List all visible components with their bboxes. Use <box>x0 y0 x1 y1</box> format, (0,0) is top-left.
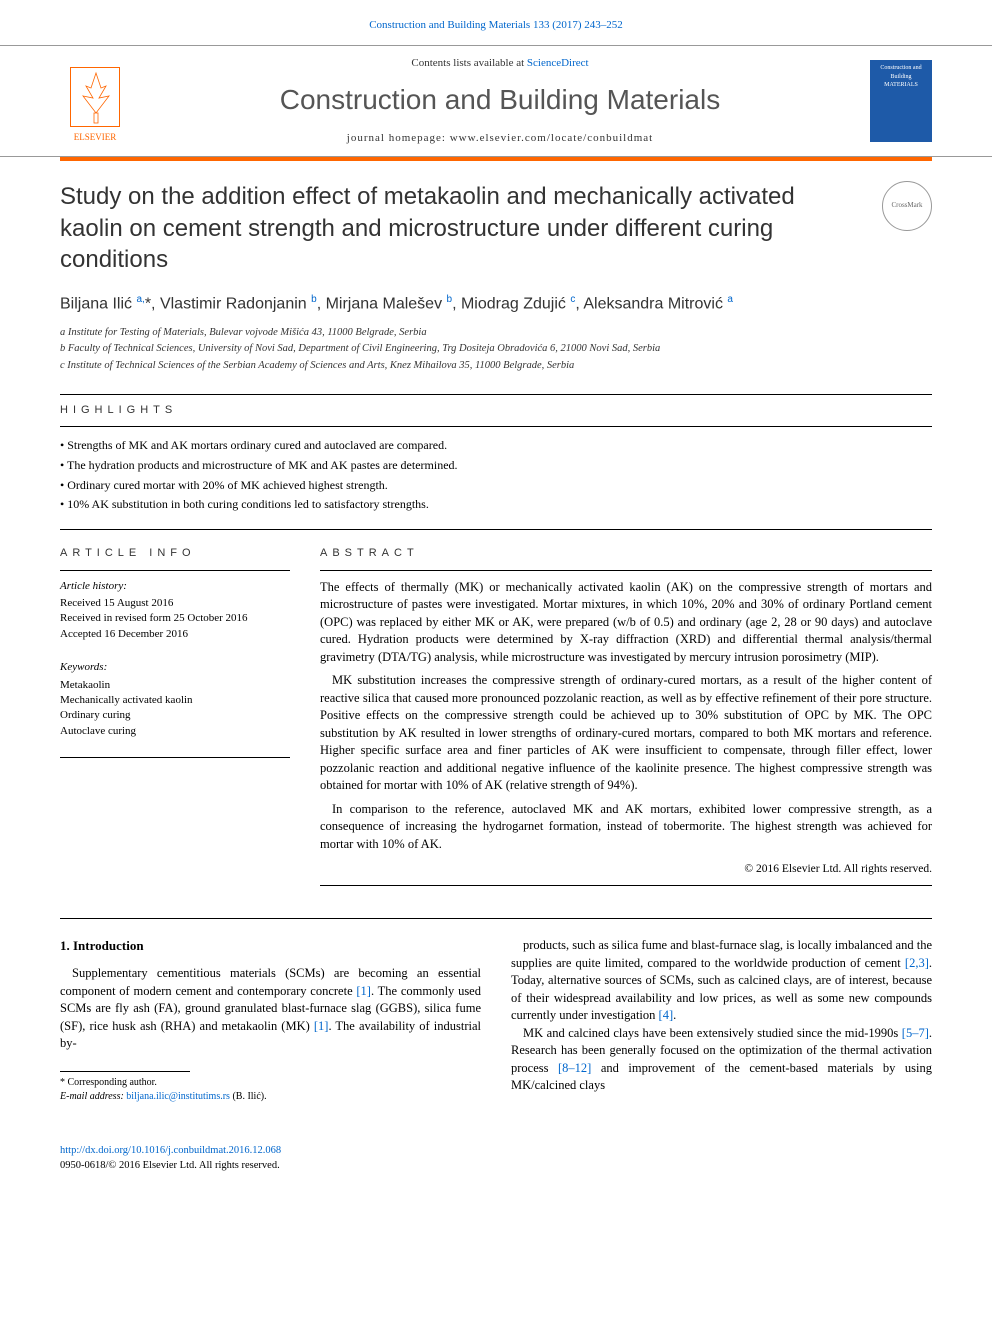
intro-paragraph: products, such as silica fume and blast-… <box>511 937 932 1025</box>
email-suffix: (B. Ilić). <box>230 1091 267 1102</box>
article-title: Study on the addition effect of metakaol… <box>60 181 862 275</box>
publisher-name: ELSEVIER <box>74 131 117 144</box>
highlight-item: Strengths of MK and AK mortars ordinary … <box>60 437 932 454</box>
intro-right-column: products, such as silica fume and blast-… <box>511 937 932 1104</box>
contents-available: Contents lists available at ScienceDirec… <box>150 56 850 71</box>
crossmark-badge[interactable]: CrossMark <box>882 181 932 231</box>
article-info-heading: article info <box>60 546 290 561</box>
title-row: Study on the addition effect of metakaol… <box>60 181 932 275</box>
journal-name: Construction and Building Materials <box>150 80 850 119</box>
corresponding-note: * Corresponding author. <box>60 1076 481 1090</box>
affiliation: a Institute for Testing of Materials, Bu… <box>60 326 932 341</box>
highlight-item: 10% AK substitution in both curing condi… <box>60 496 932 513</box>
contents-prefix: Contents lists available at <box>411 57 526 69</box>
abstract-heading: abstract <box>320 546 932 561</box>
abstract-paragraph: In comparison to the reference, autoclav… <box>320 801 932 854</box>
doi-link[interactable]: http://dx.doi.org/10.1016/j.conbuildmat.… <box>60 1145 281 1156</box>
keyword: Metakaolin <box>60 678 290 693</box>
abstract-column: abstract The effects of thermally (MK) o… <box>320 538 932 894</box>
highlights-list: Strengths of MK and AK mortars ordinary … <box>60 437 932 513</box>
author-list: Biljana Ilić a,*, Vlastimir Radonjanin b… <box>60 293 932 316</box>
elsevier-tree-icon <box>70 67 120 127</box>
running-citation: Construction and Building Materials 133 … <box>0 0 992 45</box>
cover-text: Construction and Building MATERIALS <box>880 65 921 88</box>
keywords-block: Keywords: Metakaolin Mechanically activa… <box>60 660 290 739</box>
revised-date: Received in revised form 25 October 2016 <box>60 611 290 626</box>
keyword: Autoclave curing <box>60 724 290 739</box>
keyword: Ordinary curing <box>60 708 290 723</box>
elsevier-logo[interactable]: ELSEVIER <box>60 59 130 144</box>
crossmark-label: CrossMark <box>891 201 922 211</box>
keywords-label: Keywords: <box>60 660 290 675</box>
article-main: Study on the addition effect of metakaol… <box>0 161 992 1134</box>
introduction-columns: 1. Introduction Supplementary cementitio… <box>60 937 932 1104</box>
highlight-item: The hydration products and microstructur… <box>60 457 932 474</box>
abstract-paragraph: The effects of thermally (MK) or mechani… <box>320 579 932 667</box>
issn-copyright: 0950-0618/© 2016 Elsevier Ltd. All right… <box>60 1160 280 1171</box>
email-note: E-mail address: biljana.ilic@institutims… <box>60 1090 481 1104</box>
article-history: Article history: Received 15 August 2016… <box>60 579 290 643</box>
divider <box>60 570 290 571</box>
intro-left-column: 1. Introduction Supplementary cementitio… <box>60 937 481 1104</box>
author-email-link[interactable]: biljana.ilic@institutims.rs <box>126 1091 230 1102</box>
divider <box>320 885 932 886</box>
keyword: Mechanically activated kaolin <box>60 693 290 708</box>
highlight-item: Ordinary cured mortar with 20% of MK ach… <box>60 477 932 494</box>
affiliation: b Faculty of Technical Sciences, Univers… <box>60 342 932 357</box>
email-label: E-mail address: <box>60 1091 126 1102</box>
homepage-url[interactable]: www.elsevier.com/locate/conbuildmat <box>450 132 654 144</box>
intro-paragraph: Supplementary cementitious materials (SC… <box>60 965 481 1053</box>
divider <box>60 529 932 530</box>
homepage-prefix: journal homepage: <box>347 132 450 144</box>
journal-cover-thumbnail[interactable]: Construction and Building MATERIALS <box>870 60 932 142</box>
received-date: Received 15 August 2016 <box>60 596 290 611</box>
journal-homepage: journal homepage: www.elsevier.com/locat… <box>150 131 850 146</box>
divider <box>60 426 932 427</box>
divider <box>60 394 932 395</box>
banner-center: Contents lists available at ScienceDirec… <box>150 56 850 146</box>
affiliations: a Institute for Testing of Materials, Bu… <box>60 326 932 374</box>
highlights-heading: highlights <box>60 403 932 418</box>
divider <box>320 570 932 571</box>
doi-footer: http://dx.doi.org/10.1016/j.conbuildmat.… <box>0 1134 992 1203</box>
article-info-column: article info Article history: Received 1… <box>60 538 290 894</box>
journal-banner: ELSEVIER Contents lists available at Sci… <box>0 45 992 157</box>
intro-paragraph: MK and calcined clays have been extensiv… <box>511 1025 932 1095</box>
abstract-body: The effects of thermally (MK) or mechani… <box>320 579 932 854</box>
sciencedirect-link[interactable]: ScienceDirect <box>527 57 589 69</box>
citation-link[interactable]: Construction and Building Materials 133 … <box>369 19 623 31</box>
introduction-heading: 1. Introduction <box>60 937 481 955</box>
accepted-date: Accepted 16 December 2016 <box>60 627 290 642</box>
divider <box>60 918 932 919</box>
affiliation: c Institute of Technical Sciences of the… <box>60 359 932 374</box>
footnote-divider <box>60 1071 190 1072</box>
history-label: Article history: <box>60 579 290 594</box>
info-abstract-row: article info Article history: Received 1… <box>60 538 932 894</box>
abstract-copyright: © 2016 Elsevier Ltd. All rights reserved… <box>320 861 932 877</box>
abstract-paragraph: MK substitution increases the compressiv… <box>320 672 932 795</box>
divider <box>60 757 290 758</box>
